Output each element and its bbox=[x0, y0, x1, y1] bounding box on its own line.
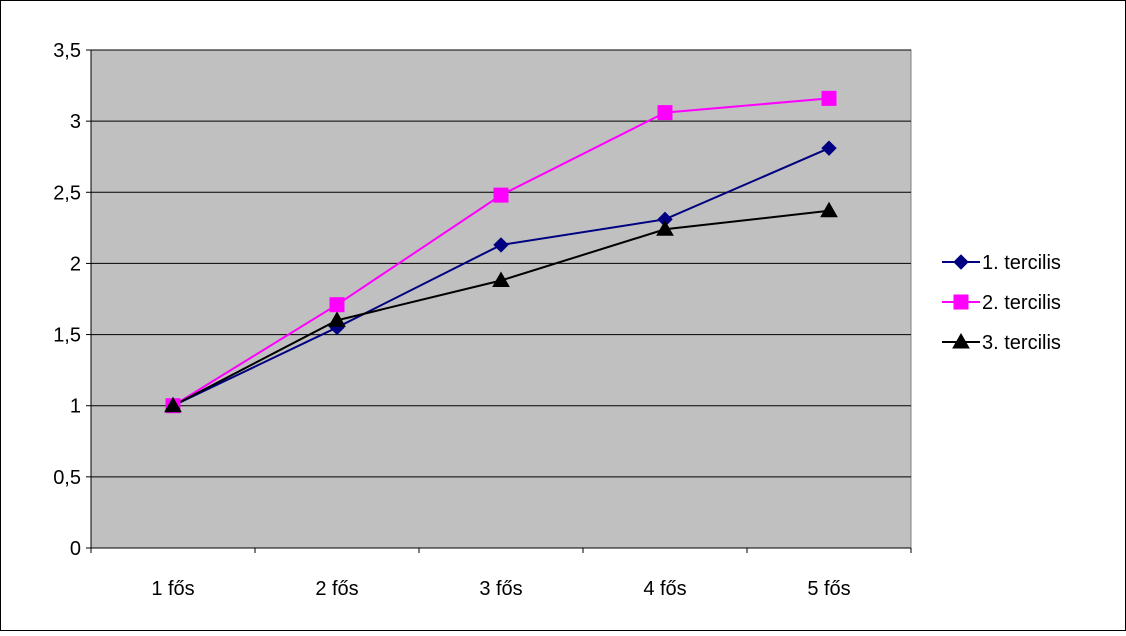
x-tick-label: 2 fős bbox=[315, 578, 358, 600]
data-point-series-2 bbox=[493, 187, 509, 203]
data-point-series-3 bbox=[656, 220, 674, 236]
y-tick-label: 0 bbox=[70, 538, 81, 560]
legend-marker-1 bbox=[953, 254, 969, 270]
data-point-series-3 bbox=[328, 311, 346, 327]
data-point-series-3 bbox=[820, 201, 838, 218]
data-point-series-2 bbox=[329, 297, 345, 313]
y-tick-label: 3 bbox=[70, 111, 81, 133]
x-tick-label: 1 fős bbox=[151, 578, 194, 600]
y-tick-label: 1,5 bbox=[53, 325, 81, 347]
y-tick-label: 2 bbox=[70, 253, 81, 275]
y-tick-label: 0,5 bbox=[53, 467, 81, 489]
y-tick-label: 2,5 bbox=[53, 182, 81, 204]
data-point-series-1 bbox=[821, 140, 837, 156]
data-point-series-1 bbox=[493, 237, 509, 253]
data-point-series-3 bbox=[164, 396, 182, 413]
data-point-series-2 bbox=[657, 105, 673, 121]
y-tick-label: 1 bbox=[70, 396, 81, 418]
x-tick-label: 4 fős bbox=[643, 578, 686, 600]
legend-label-3: 3. tercilis bbox=[982, 332, 1061, 354]
series-lines bbox=[164, 90, 838, 414]
legend-label-2: 2. tercilis bbox=[982, 292, 1061, 314]
axes: 0 0,5 1 1,5 2 2,5 3 3,5 1 fős 2 fős 3 fős 4 fős 5 fő… bbox=[53, 40, 912, 600]
x-tick-label: 5 fős bbox=[807, 578, 850, 600]
plot-area bbox=[90, 49, 912, 549]
x-tick-label: 3 fős bbox=[479, 578, 522, 600]
legend-marker-2 bbox=[953, 294, 969, 310]
legend: 1. tercilis 2. tercilis 3. tercilis bbox=[942, 252, 1061, 354]
data-point-series-3 bbox=[492, 271, 510, 288]
data-point-series-2 bbox=[821, 90, 837, 106]
legend-label-1: 1. tercilis bbox=[982, 252, 1061, 274]
legend-marker-3 bbox=[952, 332, 970, 349]
y-tick-label: 3,5 bbox=[53, 40, 81, 62]
